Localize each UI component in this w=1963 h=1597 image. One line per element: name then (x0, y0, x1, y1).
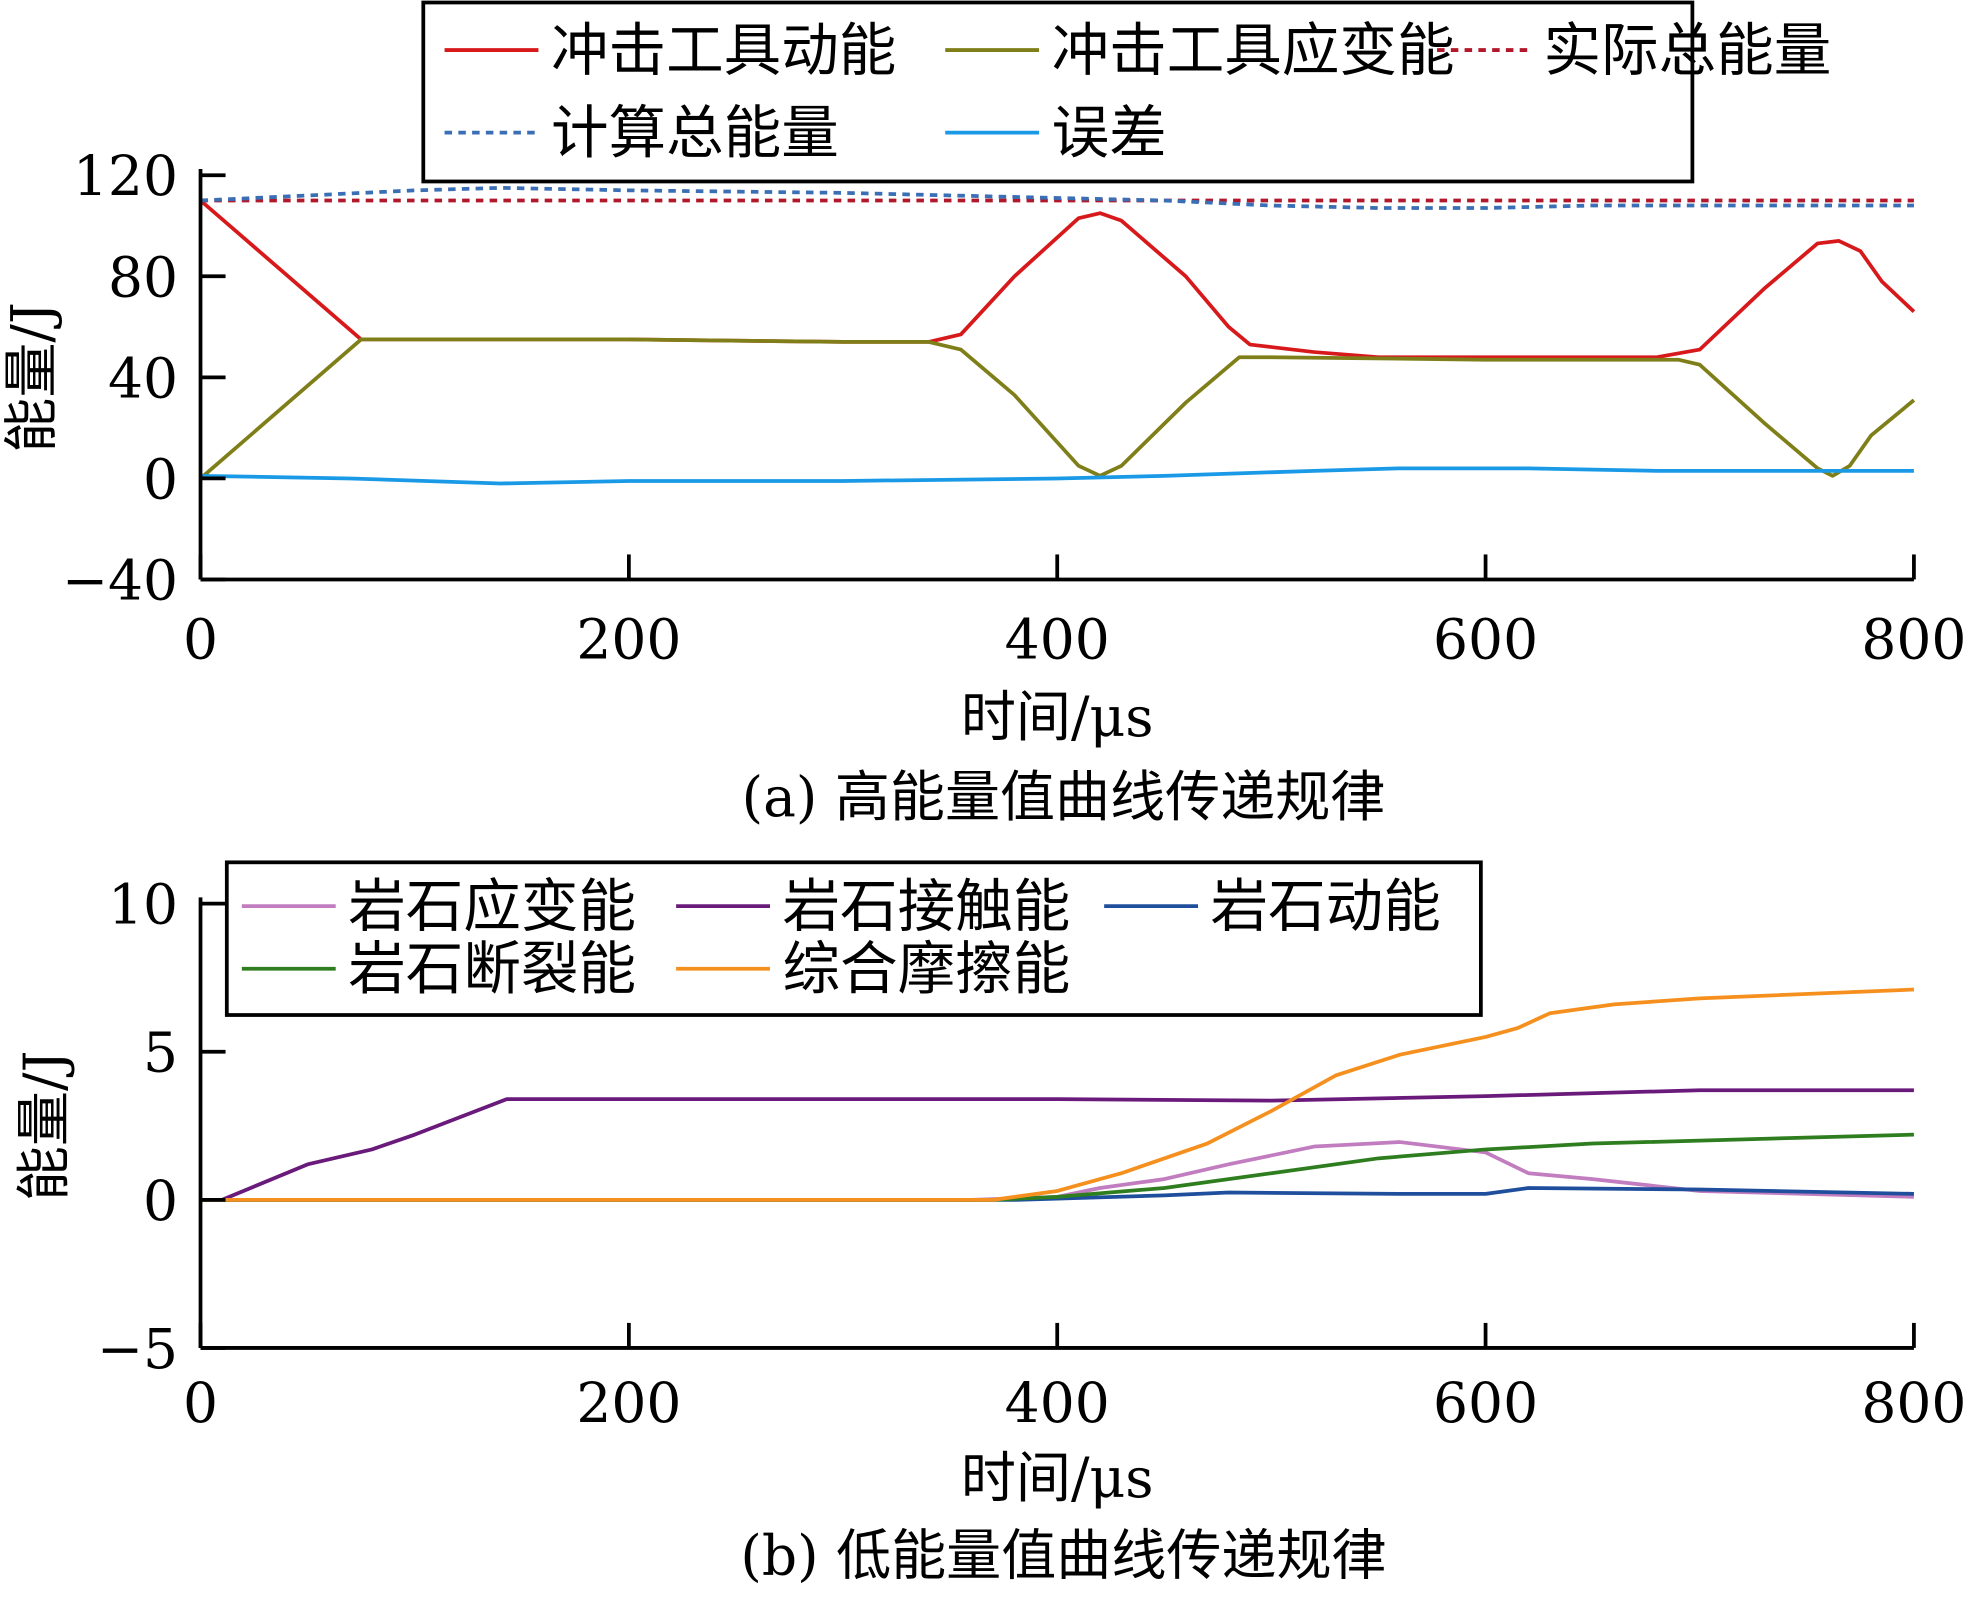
series-line-0 (199, 199, 1916, 360)
x-tick-label: 800 (1861, 607, 1963, 671)
y-tick-label: 40 (108, 346, 178, 410)
chart-caption: (a) 高能量值曲线传递规律 (742, 765, 1386, 829)
legend-box (224, 860, 1483, 1017)
y-tick-label: 0 (143, 447, 178, 511)
y-tick-label: 80 (108, 245, 178, 309)
y-tick-label: −40 (62, 549, 178, 613)
series-line-1 (199, 337, 1916, 480)
legend-label-0: 冲击工具动能 (551, 17, 896, 84)
series-line-3 (200, 1132, 1914, 1202)
x-tick-label: 400 (1005, 1371, 1110, 1435)
chart-caption: (b) 低能量值曲线传递规律 (740, 1523, 1386, 1587)
legend-label-3: 岩石断裂能 (348, 936, 636, 1003)
x-tick-label: 400 (1005, 607, 1110, 671)
x-tick-label: 0 (183, 1371, 218, 1435)
legend-label-1: 岩石接触能 (783, 873, 1071, 940)
legend-label-4: 综合摩擦能 (783, 936, 1071, 1003)
x-tick-label: 200 (576, 1371, 681, 1435)
x-tick-label: 600 (1433, 1371, 1538, 1435)
legend-label-2: 岩石动能 (1211, 873, 1441, 940)
legend-label-2: 实际总能量 (1543, 17, 1831, 84)
y-tick-label: 5 (143, 1021, 178, 1085)
y-axis-label: 能量/J (12, 1050, 76, 1201)
y-axis-label: 能量/J (0, 302, 63, 453)
x-tick-label: 0 (183, 607, 218, 671)
series-line-1 (200, 1088, 1914, 1202)
y-tick-label: 10 (108, 873, 178, 937)
y-tick-label: 0 (143, 1169, 178, 1233)
y-tick-label: 120 (73, 144, 178, 208)
series-line-3 (200, 185, 1914, 210)
x-tick-label: 200 (576, 607, 681, 671)
x-tick-label: 600 (1433, 607, 1538, 671)
series-line-4 (200, 466, 1914, 486)
x-axis-label: 时间/μs (961, 685, 1154, 749)
series-line-4 (200, 987, 1914, 1202)
y-tick-label: −5 (97, 1317, 178, 1381)
legend-label-4: 误差 (1052, 100, 1167, 167)
legend-label-1: 冲击工具应变能 (1052, 17, 1455, 84)
legend-label-0: 岩石应变能 (348, 873, 636, 940)
legend-label-3: 计算总能量 (551, 100, 839, 167)
x-axis-label: 时间/μs (961, 1446, 1154, 1510)
legend-box (421, 0, 1695, 184)
series-line-2 (200, 1186, 1914, 1202)
x-tick-label: 800 (1861, 1371, 1963, 1435)
